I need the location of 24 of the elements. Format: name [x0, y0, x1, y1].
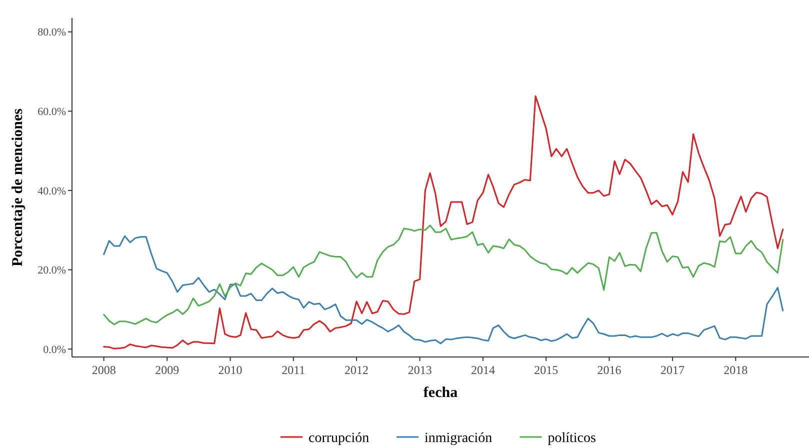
legend-label: inmigración	[424, 430, 492, 446]
line-series	[103, 235, 784, 344]
legend-label: políticos	[548, 430, 596, 446]
x-tick-label: 2017	[660, 363, 685, 377]
y-tick-label: 0.0%	[43, 344, 66, 356]
y-axis-title: Porcentaje de menciones	[10, 108, 26, 267]
x-axis-title: fecha	[423, 385, 458, 401]
y-tick-label: 60.0%	[38, 106, 66, 118]
x-tick-label: 2015	[534, 363, 558, 377]
y-tick-label: 20.0%	[38, 264, 66, 277]
line-series	[103, 95, 784, 350]
x-tick-label: 2009	[155, 363, 180, 377]
x-tick-label: 2008	[92, 363, 116, 377]
x-tick-label: 2011	[282, 363, 306, 377]
line-series	[103, 224, 784, 326]
x-tick-label: 2018	[724, 363, 748, 377]
x-tick-label: 2014	[470, 363, 495, 377]
x-tick-label: 2013	[408, 363, 432, 377]
legend-label: corrupción	[308, 430, 370, 446]
y-tick-label: 40.0%	[38, 185, 66, 198]
x-tick-label: 2010	[218, 363, 242, 377]
y-tick-label: 80.0%	[38, 26, 66, 39]
x-tick-label: 2016	[597, 363, 622, 377]
x-tick-label: 2012	[344, 363, 369, 377]
